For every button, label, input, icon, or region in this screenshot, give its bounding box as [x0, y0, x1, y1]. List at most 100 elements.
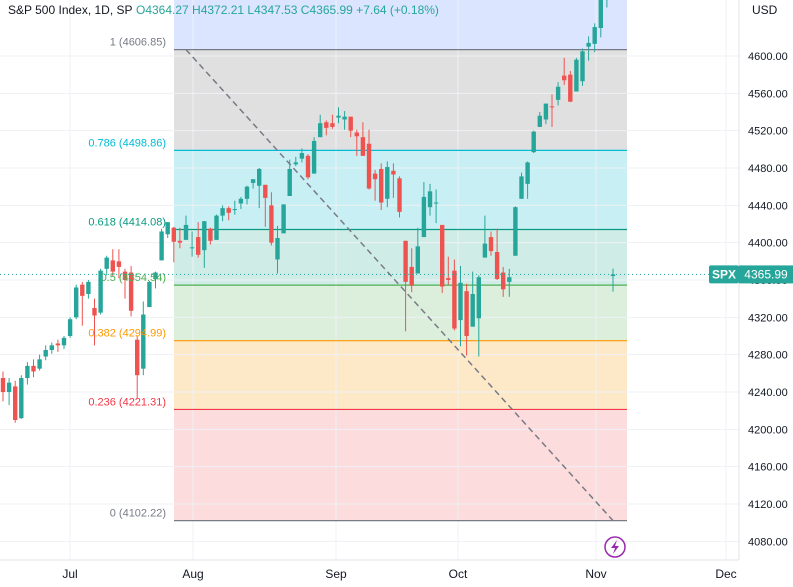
candle-body[interactable]: [116, 261, 122, 267]
candle-body[interactable]: [366, 143, 372, 189]
time-axis[interactable]: Jul Aug Sep Oct Nov Dec: [62, 567, 736, 581]
candle-body[interactable]: [458, 282, 463, 321]
candle-body[interactable]: [440, 224, 445, 287]
candle-body[interactable]: [257, 168, 262, 186]
candle-body[interactable]: [610, 274, 616, 277]
candle-body[interactable]: [543, 103, 549, 120]
candle-body[interactable]: [397, 178, 402, 212]
candle-body[interactable]: [165, 222, 170, 235]
candle-body[interactable]: [122, 271, 128, 280]
candle-body[interactable]: [531, 131, 536, 153]
candle-body[interactable]: [574, 59, 579, 92]
candle-body[interactable]: [275, 238, 280, 260]
candle-body[interactable]: [49, 345, 54, 350]
candle-body[interactable]: [220, 208, 225, 216]
candle-body[interactable]: [519, 176, 524, 199]
candle-body[interactable]: [269, 205, 274, 243]
candle-body[interactable]: [464, 291, 469, 336]
candle-body[interactable]: [98, 270, 103, 313]
candle-body[interactable]: [110, 260, 115, 272]
candle-body[interactable]: [348, 116, 353, 131]
candle-body[interactable]: [141, 314, 146, 369]
candle-body[interactable]: [513, 207, 518, 256]
candle-body[interactable]: [409, 266, 414, 286]
candle-body[interactable]: [250, 179, 256, 183]
candle-body[interactable]: [360, 137, 366, 156]
candle-body[interactable]: [43, 350, 48, 357]
candle-body[interactable]: [74, 287, 79, 318]
candle-body[interactable]: [562, 75, 567, 81]
candle-body[interactable]: [61, 337, 67, 346]
candle-body[interactable]: [293, 162, 298, 165]
trend-line[interactable]: [185, 49, 614, 522]
candle-body[interactable]: [159, 231, 164, 261]
candle-body[interactable]: [385, 167, 390, 199]
trend-line-path[interactable]: [185, 49, 614, 522]
candle-body[interactable]: [592, 27, 597, 44]
candle-body[interactable]: [214, 215, 219, 240]
candle-body[interactable]: [37, 359, 42, 369]
candle-body[interactable]: [482, 243, 488, 258]
candle-body[interactable]: [287, 168, 292, 196]
candle-body[interactable]: [281, 204, 286, 234]
candle-body[interactable]: [153, 272, 158, 280]
candle-body[interactable]: [80, 284, 85, 296]
candle-body[interactable]: [568, 74, 573, 102]
candle-body[interactable]: [433, 202, 439, 204]
candle-body[interactable]: [189, 247, 195, 249]
candle-body[interactable]: [476, 277, 481, 319]
candle-body[interactable]: [232, 209, 237, 211]
candle-body[interactable]: [196, 237, 201, 255]
candle-body[interactable]: [238, 198, 244, 204]
candle-body[interactable]: [446, 278, 451, 280]
chart-symbol[interactable]: S&P 500 Index, 1D, SP: [8, 3, 133, 17]
candle-body[interactable]: [342, 116, 347, 120]
candle-body[interactable]: [391, 170, 396, 175]
candle-body[interactable]: [336, 115, 341, 118]
candle-body[interactable]: [147, 281, 152, 308]
candle-body[interactable]: [25, 365, 30, 378]
candle-body[interactable]: [55, 343, 61, 346]
candle-body[interactable]: [403, 240, 408, 282]
candle-body[interactable]: [19, 378, 24, 419]
candle-body[interactable]: [226, 208, 231, 213]
candle-body[interactable]: [135, 339, 140, 376]
candles[interactable]: [0, 0, 616, 423]
candle-body[interactable]: [555, 86, 561, 100]
currency-label[interactable]: USD: [752, 3, 778, 17]
candle-body[interactable]: [525, 162, 530, 184]
candle-body[interactable]: [208, 228, 213, 241]
candle-body[interactable]: [86, 281, 91, 294]
candle-body[interactable]: [311, 140, 317, 174]
candle-body[interactable]: [452, 270, 457, 329]
candle-body[interactable]: [305, 155, 311, 178]
candle-body[interactable]: [0, 378, 6, 392]
candle-body[interactable]: [421, 196, 427, 238]
candle-body[interactable]: [598, 0, 603, 28]
candle-body[interactable]: [177, 240, 183, 243]
candle-body[interactable]: [171, 227, 176, 242]
candle-body[interactable]: [244, 186, 250, 199]
candle-body[interactable]: [501, 272, 506, 290]
candle-body[interactable]: [31, 365, 36, 372]
candle-body[interactable]: [128, 272, 134, 311]
candle-body[interactable]: [354, 132, 359, 137]
candle-body[interactable]: [549, 106, 555, 108]
candle-body[interactable]: [104, 257, 109, 269]
candle-body[interactable]: [6, 382, 12, 392]
candle-body[interactable]: [427, 191, 433, 208]
candle-body[interactable]: [379, 168, 384, 203]
candle-body[interactable]: [324, 122, 329, 128]
candle-body[interactable]: [507, 277, 512, 282]
candle-body[interactable]: [470, 294, 475, 327]
candle-body[interactable]: [586, 42, 591, 47]
candle-body[interactable]: [537, 115, 542, 127]
candle-body[interactable]: [183, 224, 189, 240]
candle-body[interactable]: [13, 386, 18, 420]
candle-body[interactable]: [488, 237, 494, 252]
candle-body[interactable]: [330, 123, 335, 127]
candle-body[interactable]: [92, 308, 97, 316]
candle-body[interactable]: [372, 173, 378, 180]
candle-body[interactable]: [318, 123, 323, 138]
